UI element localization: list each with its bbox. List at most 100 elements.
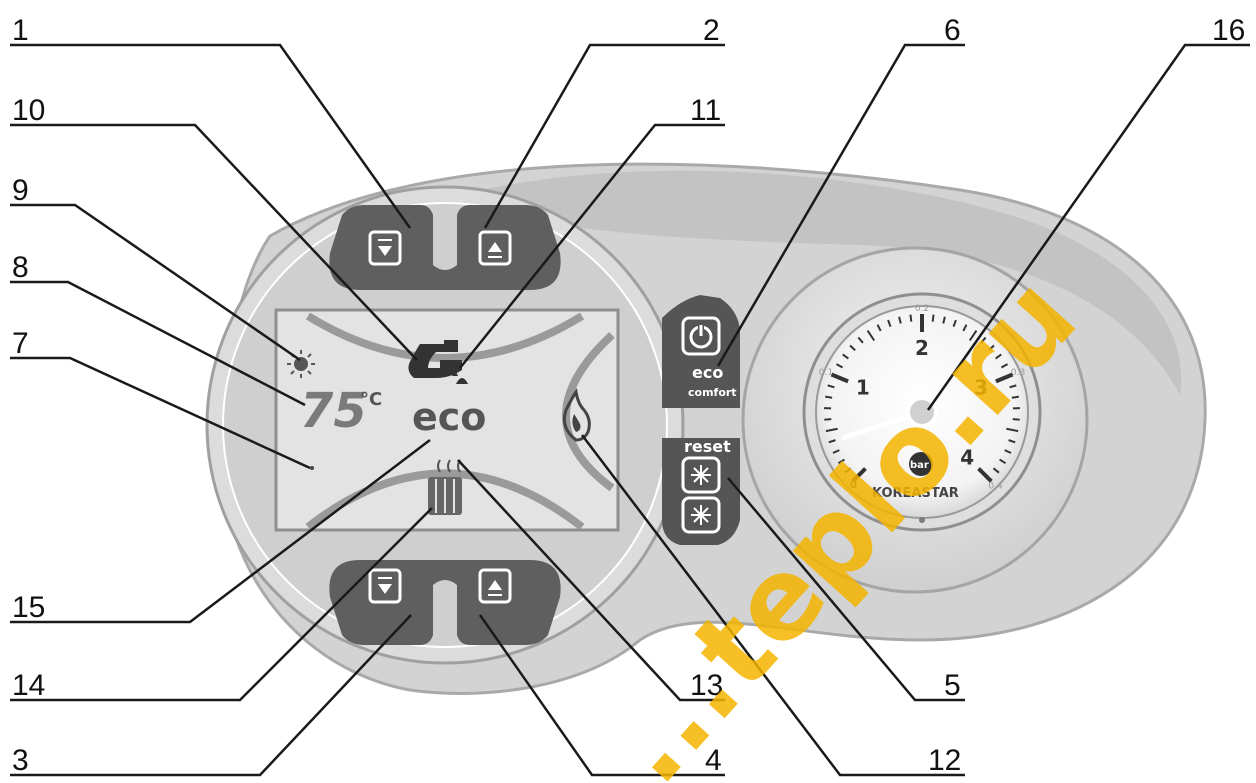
heating-temp-down-button[interactable]: [368, 568, 402, 604]
chimney-sweep-button[interactable]: [681, 496, 721, 534]
callout-lines: [10, 43, 1250, 777]
callout-14: 14: [12, 669, 45, 702]
gauge-tick: [898, 316, 902, 324]
lcd-display: 75 °C eco: [274, 308, 620, 532]
callout-13: 13: [690, 669, 723, 702]
gauge-tick: [866, 329, 876, 342]
callout-1: 1: [12, 14, 29, 47]
power-icon: [689, 324, 713, 349]
gauge-mpa-label: 0.1: [819, 368, 833, 378]
gauge-brand: KOREASTAR: [872, 486, 959, 501]
gauge-tick: [887, 319, 892, 327]
callout-11: 11: [690, 94, 721, 127]
gauge-tick: [980, 336, 987, 344]
gauge-tick: [999, 458, 1007, 465]
gauge-tick: [1006, 427, 1019, 433]
callout-15: 15: [12, 591, 45, 624]
gauge-zero-label: 0: [850, 480, 857, 491]
callout-7: 7: [12, 327, 29, 360]
callout-numbers: 1 2 3 4 5 6 7 8 9 10 11 12 13 14 15 16: [12, 14, 1245, 777]
gauge-tick: [1004, 449, 1012, 454]
heating-arc: [305, 469, 585, 531]
gauge-tick: [836, 363, 844, 369]
snowflake-icon: [691, 505, 711, 525]
callout-5: 5: [944, 669, 961, 702]
gauge-tick: [830, 372, 849, 384]
gauge-tick: [825, 427, 838, 433]
tap-icon: [408, 340, 462, 378]
callout-8: 8: [12, 251, 29, 284]
arrow-down-icon: [378, 246, 392, 256]
comfort-label: comfort: [688, 386, 737, 399]
gauge-mpa-label: 0.4: [988, 482, 1003, 492]
burner-arc: [562, 332, 615, 492]
gauge-ticks: [824, 314, 1020, 483]
gauge-hub: [906, 396, 938, 428]
gauge-tick: [995, 372, 1014, 384]
snowflake-icon: [691, 465, 711, 485]
radiator-icon: [428, 459, 462, 515]
temperature-unit: °C: [360, 389, 382, 410]
gauge-bar-label: 4: [960, 445, 974, 469]
gauge-tick: [844, 467, 852, 474]
callout-3: 3: [12, 744, 29, 777]
gauge-tick: [909, 314, 913, 322]
gauge-tick: [992, 467, 1000, 474]
callout-2: 2: [703, 14, 720, 47]
gauge-tick: [1008, 439, 1016, 444]
gauge-tick: [837, 458, 845, 465]
gauge-tick: [824, 418, 832, 421]
gauge-tick: [952, 319, 957, 327]
arrow-up-icon: [488, 242, 502, 252]
flame-icon: [562, 388, 591, 442]
callout-6: 6: [944, 14, 961, 47]
dhw-arc: [305, 312, 585, 362]
gauge-unit-label: bar: [910, 460, 929, 471]
dhw-temp-up-button[interactable]: [478, 230, 512, 266]
gauge-bar-label: 1: [856, 376, 870, 400]
gauge-tick: [827, 384, 835, 389]
gauge-tick: [851, 467, 867, 483]
gauge-tick: [828, 439, 836, 444]
gauge-bar-label: 2: [915, 336, 929, 360]
gauge-tick: [1000, 363, 1008, 369]
reset-button[interactable]: [681, 456, 721, 494]
heating-temp-up-button[interactable]: [478, 568, 512, 604]
callout-12: 12: [928, 744, 961, 777]
gauge-tick: [962, 324, 968, 332]
callout-16: 16: [1212, 14, 1245, 47]
gauge-tick: [1012, 418, 1020, 421]
gauge-tick: [849, 344, 856, 351]
gauge-tick: [1011, 395, 1019, 399]
callout-4: 4: [705, 744, 722, 777]
temperature-readout: 75: [300, 383, 367, 439]
gauge-mpa-label: 0.3: [1011, 368, 1025, 378]
arrow-up-icon: [488, 580, 502, 590]
water-flow-icon: [452, 372, 468, 384]
gauge-tick: [1009, 384, 1017, 389]
top-button-pod: [329, 205, 561, 290]
callout-9: 9: [12, 174, 29, 207]
gauge-tick: [825, 395, 833, 399]
eco-indicator: eco: [412, 395, 486, 439]
power-eco-comfort-button[interactable]: [681, 316, 721, 356]
gauge-scale-labels: 1 2 3 4 0.1 0.2 0.3 0.4: [819, 304, 1025, 492]
gauge-tick: [942, 316, 946, 324]
arrow-down-icon: [378, 584, 392, 594]
gauge-bar-label: 3: [974, 376, 988, 400]
bottom-button-pod: [329, 560, 561, 645]
gauge-tick: [876, 324, 882, 332]
callout-10: 10: [12, 94, 45, 127]
gauge-tick: [968, 329, 978, 342]
eco-label: eco: [692, 363, 723, 382]
reset-label: reset: [684, 437, 731, 456]
gauge-tick: [857, 336, 864, 344]
gauge-tick: [988, 344, 995, 351]
dhw-temp-down-button[interactable]: [368, 230, 402, 266]
gauge-tick: [931, 314, 935, 322]
pressure-gauge: 1 2 3 4 0.1 0.2 0.3 0.4 0 bar KOREASTAR: [802, 292, 1042, 532]
gauge-unit-badge: [909, 452, 933, 476]
gauge-tick: [995, 353, 1002, 360]
gauge-tick: [832, 449, 840, 454]
